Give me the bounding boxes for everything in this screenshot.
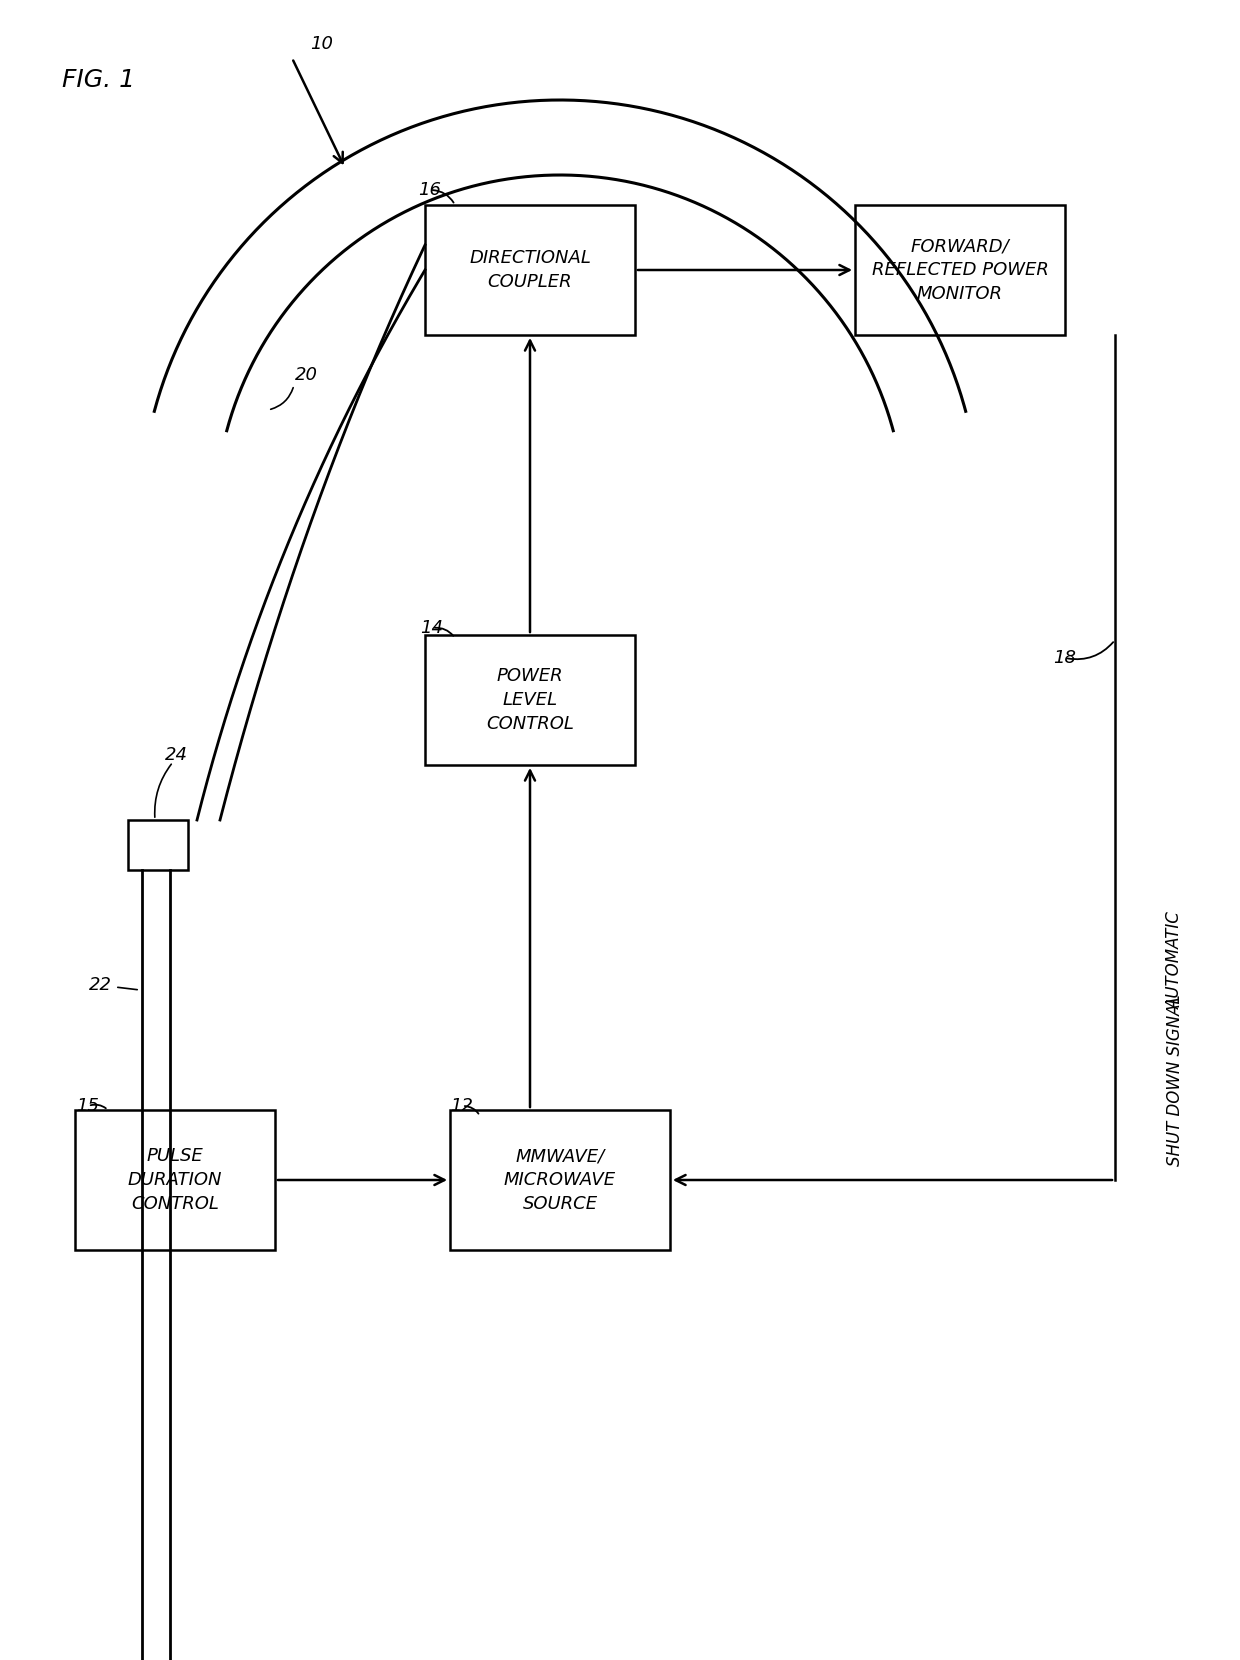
Text: 12: 12 (450, 1097, 474, 1116)
Text: AUTOMATIC: AUTOMATIC (1166, 911, 1184, 1009)
Text: POWER
LEVEL
CONTROL: POWER LEVEL CONTROL (486, 667, 574, 732)
Text: 22: 22 (88, 976, 112, 994)
Bar (74, 1111, 275, 1250)
Bar (450, 1111, 670, 1250)
Text: FIG. 1: FIG. 1 (62, 68, 135, 91)
Text: 15: 15 (77, 1097, 99, 1116)
Text: 24: 24 (165, 745, 188, 764)
Text: 16: 16 (419, 181, 441, 199)
Text: 20: 20 (295, 365, 317, 383)
Bar (425, 204, 635, 335)
Text: DIRECTIONAL
COUPLER: DIRECTIONAL COUPLER (469, 249, 591, 290)
Text: 18: 18 (1054, 649, 1076, 667)
Text: MMWAVE/
MICROWAVE
SOURCE: MMWAVE/ MICROWAVE SOURCE (503, 1147, 616, 1212)
Text: 14: 14 (420, 619, 444, 637)
Text: SHUT DOWN SIGNAL: SHUT DOWN SIGNAL (1166, 994, 1184, 1165)
Text: FORWARD/
REFLECTED POWER
MONITOR: FORWARD/ REFLECTED POWER MONITOR (872, 237, 1049, 302)
Bar (128, 820, 188, 870)
Text: 10: 10 (310, 35, 334, 53)
Bar (856, 204, 1065, 335)
Text: PULSE
DURATION
CONTROL: PULSE DURATION CONTROL (128, 1147, 222, 1212)
Bar (425, 636, 635, 765)
